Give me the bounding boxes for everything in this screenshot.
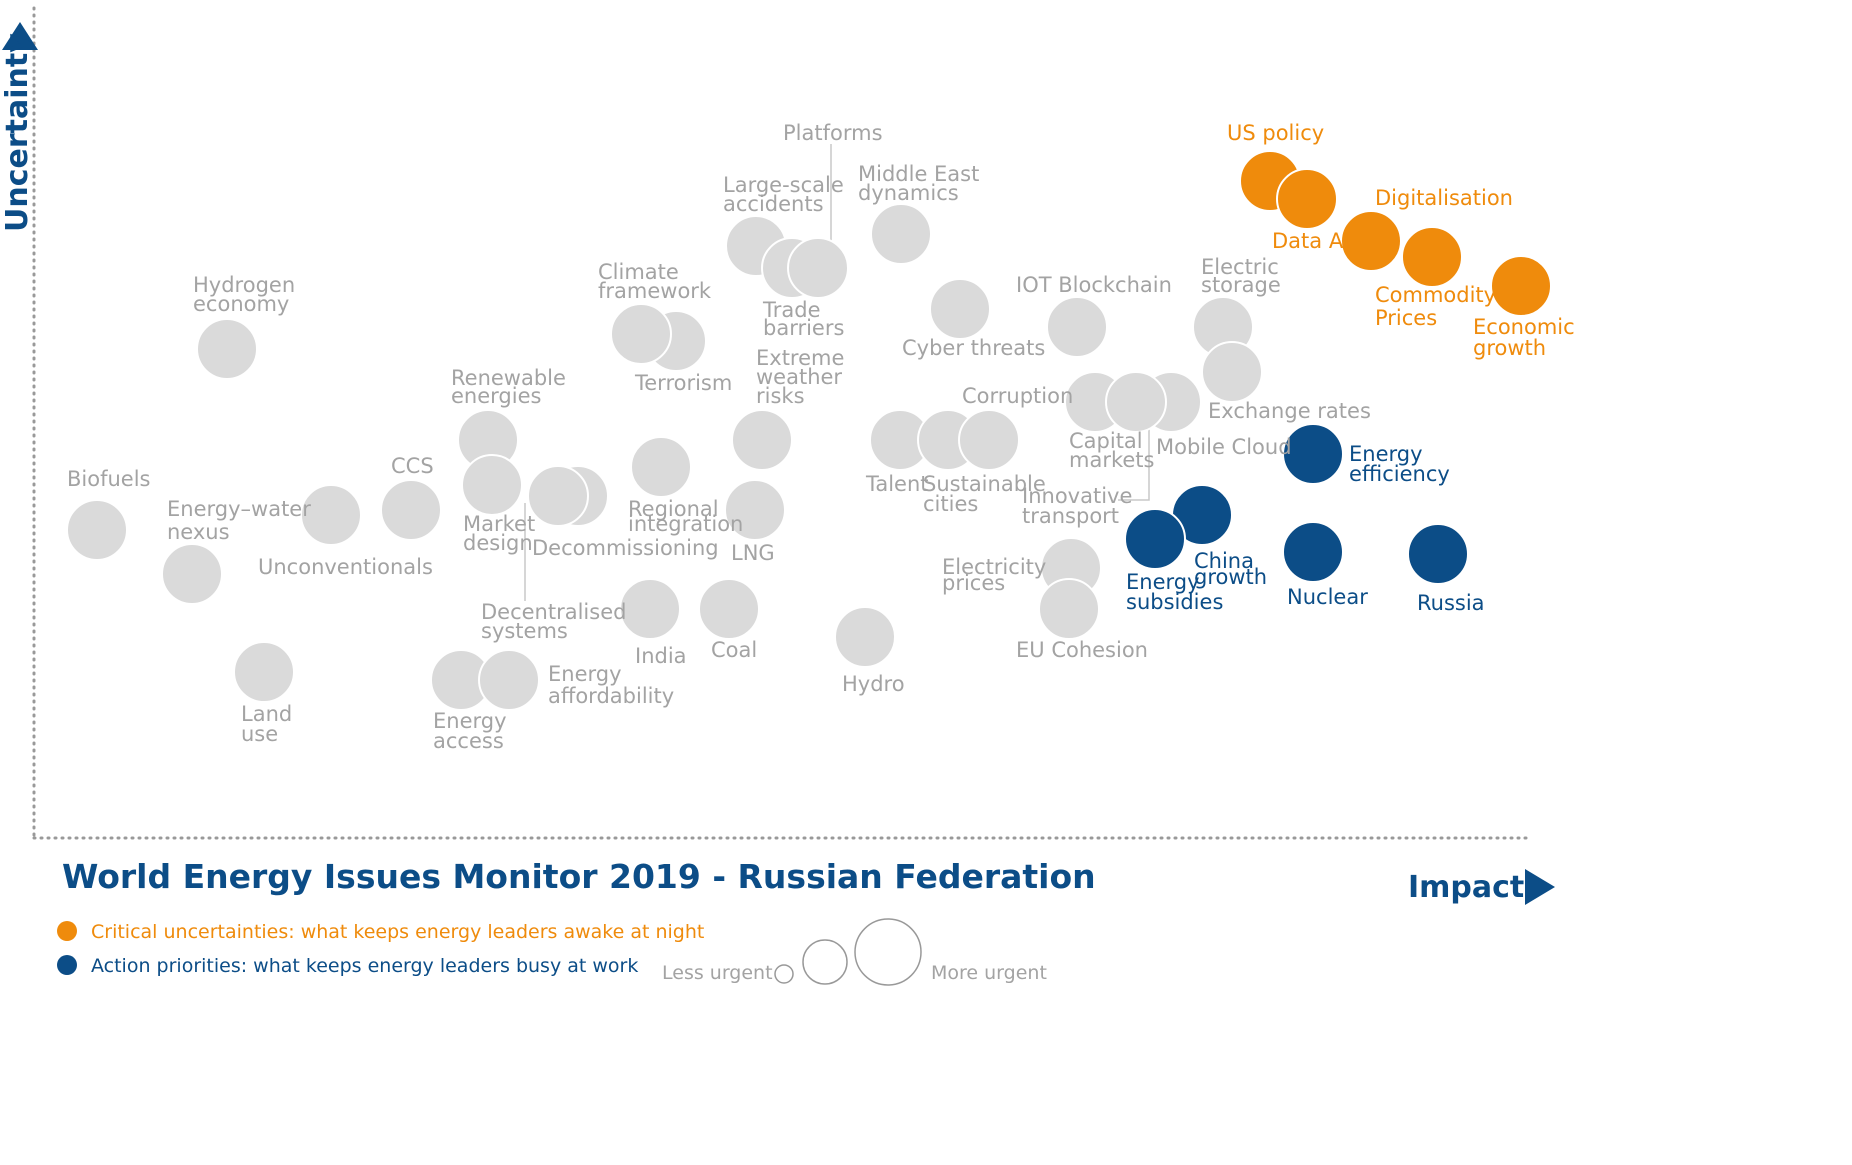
bubble (196, 318, 258, 380)
legend-label: Critical uncertainties: what keeps energ… (91, 921, 704, 943)
data-label: Russia (1417, 591, 1485, 615)
bubble (380, 479, 442, 541)
data-label: Hydro (842, 672, 905, 696)
data-label: Economic growth (1473, 315, 1575, 360)
data-label: Unconventionals (258, 555, 433, 579)
bubble (1201, 341, 1263, 403)
data-label: Energy–water nexus (167, 497, 311, 544)
bubble (233, 641, 295, 703)
data-label: Biofuels (67, 467, 151, 491)
data-label: Electricity prices (942, 555, 1046, 595)
axes: Uncertainty Impact (0, 6, 1555, 905)
y-axis-arrow-icon (2, 22, 38, 50)
bubble (834, 606, 896, 668)
bubble (1038, 578, 1100, 640)
bubble (66, 499, 128, 561)
data-label: Terrorism (634, 371, 732, 395)
bubble (929, 278, 991, 340)
bubble (724, 479, 786, 541)
data-label: Electric storage (1201, 255, 1281, 297)
legend-marker (57, 921, 77, 941)
data-label: IOT Blockchain (1016, 273, 1172, 297)
bubble (1124, 508, 1186, 570)
data-label: Market design (463, 512, 535, 555)
bubble (1401, 226, 1463, 288)
data-label: Climate framework (598, 260, 712, 303)
data-label: Sustainable cities (923, 472, 1046, 516)
x-axis-label: Impact (1408, 870, 1524, 905)
data-label: Extreme weather risks (756, 346, 844, 408)
bubble (527, 465, 589, 527)
bubbles (66, 150, 1552, 711)
bubble (300, 484, 362, 546)
data-label: Renewable energies (451, 366, 566, 408)
data-label: China growth (1194, 549, 1267, 589)
data-label: Energy access (433, 709, 507, 753)
data-label: LNG (731, 541, 775, 565)
leader-line (1118, 424, 1150, 501)
data-label: Corruption (962, 384, 1073, 408)
bubble (630, 436, 692, 498)
data-label: Exchange rates (1208, 399, 1371, 423)
bubble (731, 409, 793, 471)
bubble (478, 649, 540, 711)
size-legend-circle (774, 964, 794, 984)
data-label: Hydrogen economy (193, 273, 295, 316)
data-label: CCS (391, 454, 434, 478)
bubble (958, 409, 1020, 471)
size-legend-less: Less urgent (662, 962, 773, 984)
data-label: Capital markets (1069, 429, 1154, 472)
data-label: Data AI (1272, 229, 1349, 253)
data-label: EU Cohesion (1016, 638, 1148, 662)
bubble (1105, 371, 1167, 433)
bubble (161, 543, 223, 605)
bubble (1046, 296, 1108, 358)
data-label: Energy efficiency (1349, 442, 1450, 486)
size-legend-circle (854, 918, 922, 986)
bubble (619, 578, 681, 640)
size-legend-more: More urgent (931, 962, 1047, 984)
legend-marker (57, 955, 77, 975)
bubble (1407, 523, 1469, 585)
bubble (870, 203, 932, 265)
bubble (787, 237, 849, 299)
size-legend-circle (802, 939, 848, 985)
data-label: Digitalisation (1375, 186, 1513, 210)
data-label: Coal (711, 638, 757, 662)
data-label: Energy affordability (548, 662, 674, 708)
bubble (1340, 210, 1402, 272)
data-label: Commodity Prices (1375, 283, 1496, 330)
data-label: India (635, 644, 687, 668)
legend: Critical uncertainties: what keeps energ… (57, 921, 704, 977)
data-label: Large-scale accidents (723, 173, 844, 216)
data-label: Trade barriers (762, 298, 844, 340)
data-label: Cyber threats (902, 336, 1045, 360)
chart-title: World Energy Issues Monitor 2019 - Russi… (62, 857, 1096, 896)
data-label: Land use (241, 702, 292, 746)
data-label: Talent (865, 472, 929, 496)
bubble (1282, 521, 1344, 583)
data-label: Mobile Cloud (1156, 435, 1292, 459)
x-axis-arrow-icon (1525, 869, 1555, 905)
bubble (461, 454, 523, 516)
data-label: Decentralised systems (481, 600, 626, 643)
data-label: Energy subsidies (1126, 570, 1223, 614)
bubble (1282, 423, 1344, 485)
data-label: Regional integration (628, 497, 743, 536)
data-label: Platforms (783, 121, 883, 145)
bubble (610, 303, 672, 365)
bubble (698, 578, 760, 640)
size-legend: Less urgent More urgent (662, 918, 1047, 986)
bubble (1490, 255, 1552, 317)
data-label: Innovative transport (1022, 484, 1132, 528)
data-label: Decommissioning (532, 536, 719, 560)
bubble (1276, 168, 1338, 230)
data-label: Nuclear (1287, 585, 1368, 609)
data-label: US policy (1227, 121, 1324, 145)
data-label: Middle East dynamics (858, 162, 979, 205)
legend-label: Action priorities: what keeps energy lea… (91, 955, 638, 977)
y-axis-label: Uncertainty (0, 33, 35, 232)
